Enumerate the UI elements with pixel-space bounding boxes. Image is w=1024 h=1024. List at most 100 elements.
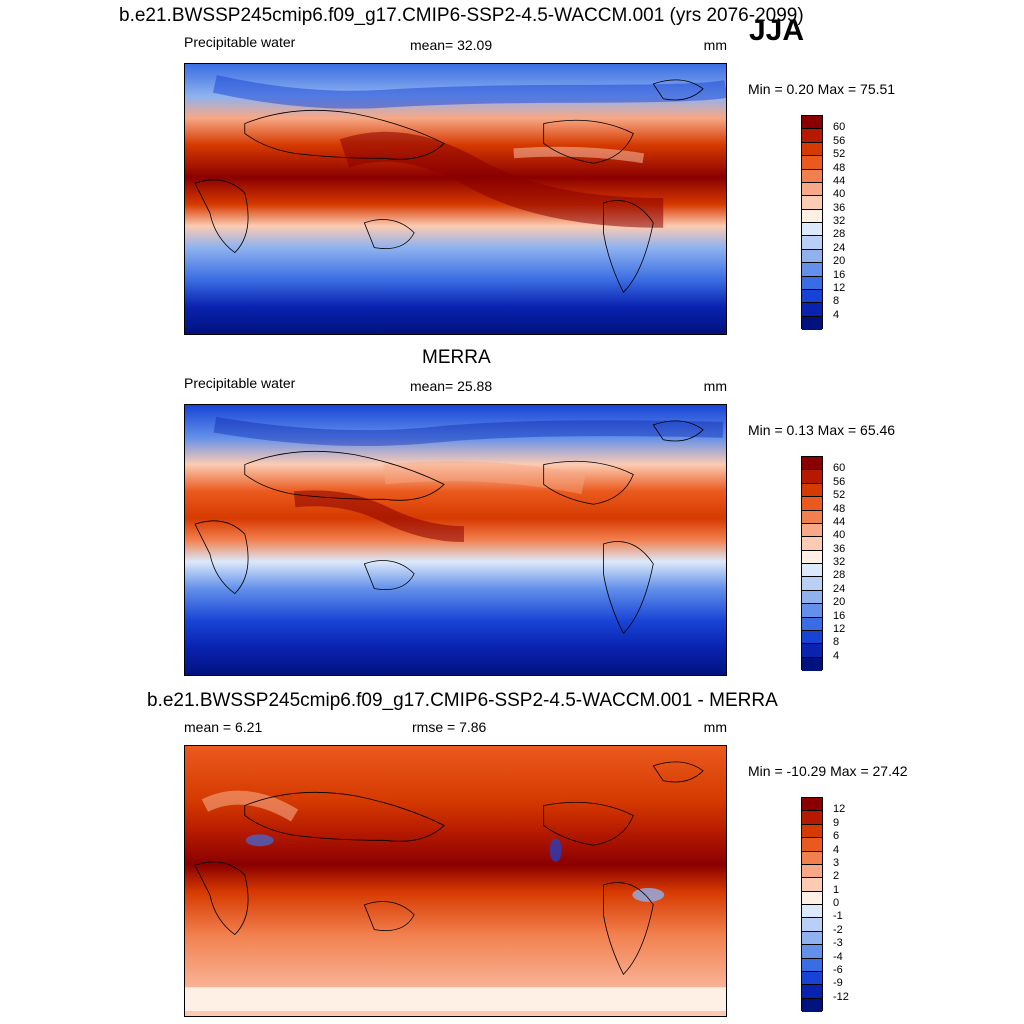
colorbar-tick-label: 28: [833, 569, 846, 582]
colorbar-tick-label: 32: [833, 556, 846, 568]
colorbar-tick-label: 52: [833, 489, 846, 502]
colorbar-tick-label: 4: [833, 649, 840, 662]
colorbar-swatch: [802, 864, 822, 879]
colorbar-tick-label: 20: [833, 255, 846, 268]
panel3-title: b.e21.BWSSP245cmip6.f09_g17.CMIP6-SSP2-4…: [147, 690, 778, 711]
panel3-mean-label: mean = 6.21: [184, 719, 263, 735]
colorbar-tick-label: 48: [833, 502, 846, 515]
panel3-map-svg: [185, 746, 726, 1016]
panel3-units: mm: [703, 719, 727, 735]
colorbar-tick-label: 40: [833, 529, 846, 542]
colorbar-tick-label: 20: [833, 596, 846, 609]
colorbar-swatch: [802, 129, 822, 143]
colorbar-swatch: [802, 116, 822, 130]
colorbar-tick-label: 9: [833, 816, 840, 829]
colorbar-swatch: [802, 209, 822, 223]
colorbar-tick-label: 44: [833, 515, 846, 528]
colorbar-tick-label: 36: [833, 201, 846, 214]
panel1-units: mm: [703, 37, 727, 53]
colorbar-swatch: [802, 985, 822, 999]
colorbar-swatch: [802, 156, 822, 170]
colorbar-tick-label: 40: [833, 188, 846, 201]
colorbar-swatch: [802, 289, 822, 304]
colorbar-swatch: [802, 918, 822, 932]
colorbar-swatch: [802, 851, 822, 865]
panel3-rmse-label: rmse = 7.86: [412, 719, 487, 735]
colorbar-swatch: [802, 891, 822, 905]
colorbar-tick-label: 12: [833, 281, 846, 294]
colorbar-tick-label: 4: [833, 843, 840, 856]
colorbar-swatch: [802, 510, 822, 524]
colorbar-tick-label: 48: [833, 161, 846, 174]
colorbar-tick-label: 12: [833, 803, 846, 816]
colorbar-tick-label: 52: [833, 148, 846, 161]
colorbar-swatch: [802, 182, 822, 197]
panel2-map-svg: [185, 405, 726, 675]
colorbar-swatch: [802, 169, 822, 183]
colorbar-swatch: [802, 905, 822, 919]
panel2-minmax: Min = 0.13 Max = 65.46: [748, 422, 896, 438]
colorbar-swatch: [802, 644, 822, 658]
panel2-map: [184, 404, 727, 676]
colorbar-tick-label: 16: [833, 268, 846, 281]
colorbar-tick-label: 2: [833, 870, 840, 883]
colorbar-swatch: [802, 958, 822, 972]
colorbar-swatch: [802, 550, 822, 564]
colorbar-swatch: [802, 263, 822, 277]
colorbar-tick-label: 1: [833, 883, 840, 896]
panel1-colorbar: [801, 115, 823, 330]
panel3-colorbar: [801, 797, 823, 1012]
colorbar-tick-label: 24: [833, 582, 846, 595]
colorbar-tick-label: 28: [833, 228, 846, 241]
colorbar-tick-label: 56: [833, 475, 846, 488]
colorbar-swatch: [802, 577, 822, 591]
panel2-colorbar: [801, 456, 823, 671]
panel2-mean-label: mean= 25.88: [410, 378, 493, 394]
season-label: JJA: [749, 14, 805, 47]
colorbar-tick-label: 8: [833, 636, 840, 649]
panel1-minmax: Min = 0.20 Max = 75.51: [748, 81, 896, 97]
colorbar-swatch: [802, 303, 822, 317]
colorbar-swatch: [802, 497, 822, 511]
colorbar-tick-label: 0: [833, 897, 840, 909]
colorbar-swatch: [802, 223, 822, 237]
colorbar-swatch: [802, 998, 822, 1012]
colorbar-tick-label: 3: [833, 856, 840, 869]
colorbar-swatch: [802, 236, 822, 250]
colorbar-tick-label: 60: [833, 121, 846, 134]
colorbar-tick-label: -6: [833, 963, 843, 976]
colorbar-swatch: [802, 798, 822, 812]
colorbar-swatch: [802, 657, 822, 671]
panel2-left-label: Precipitable water: [184, 375, 296, 391]
colorbar-swatch: [802, 590, 822, 605]
colorbar-swatch: [802, 878, 822, 892]
colorbar-tick-label: -2: [833, 923, 843, 936]
colorbar-swatch: [802, 276, 822, 290]
colorbar-swatch: [802, 824, 822, 839]
colorbar-swatch: [802, 838, 822, 852]
panel1-title: b.e21.BWSSP245cmip6.f09_g17.CMIP6-SSP2-4…: [119, 5, 804, 26]
colorbar-tick-label: 6: [833, 830, 840, 843]
colorbar-tick-label: -4: [833, 950, 843, 963]
panel1-map-svg: [185, 64, 726, 334]
colorbar-swatch: [802, 316, 822, 330]
panel3-map: [184, 745, 727, 1017]
colorbar-swatch: [802, 249, 822, 264]
colorbar-tick-label: 24: [833, 241, 846, 254]
colorbar-tick-label: 4: [833, 308, 840, 321]
colorbar-tick-label: -1: [833, 910, 843, 923]
colorbar-tick-label: 16: [833, 609, 846, 622]
colorbar-swatch: [802, 483, 822, 498]
colorbar-swatch: [802, 196, 822, 210]
colorbar-swatch: [802, 811, 822, 825]
colorbar-tick-label: 32: [833, 215, 846, 227]
colorbar-tick-label: 44: [833, 174, 846, 187]
colorbar-swatch: [802, 457, 822, 471]
colorbar-tick-label: 8: [833, 295, 840, 308]
panel2-title: MERRA: [422, 347, 491, 368]
colorbar-tick-label: 60: [833, 462, 846, 475]
colorbar-tick-label: 12: [833, 622, 846, 635]
colorbar-swatch: [802, 523, 822, 538]
colorbar-swatch: [802, 564, 822, 578]
colorbar-swatch: [802, 630, 822, 645]
